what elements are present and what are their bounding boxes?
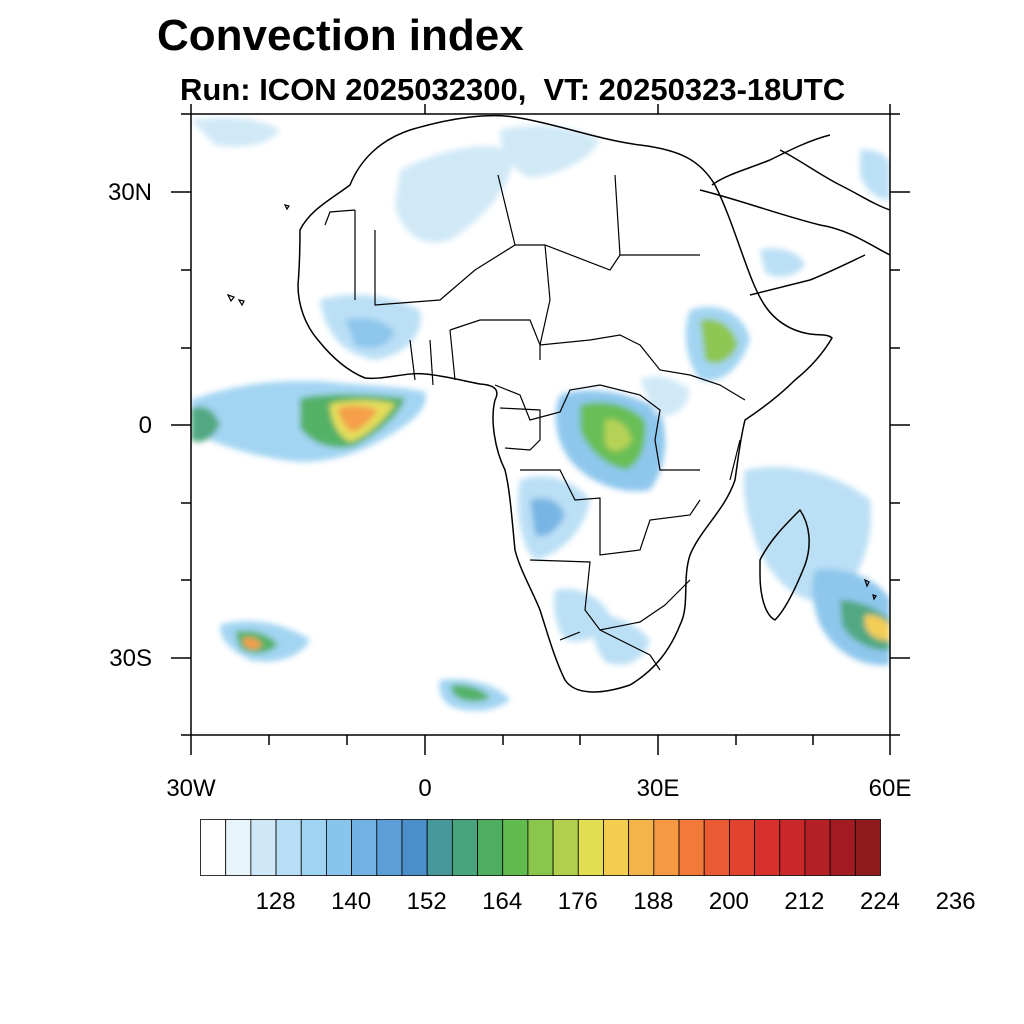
colorbar-swatch [854, 819, 881, 876]
colorbar-swatch [829, 819, 856, 876]
lat-label-30s: 30S [109, 645, 152, 672]
convection-field [191, 117, 890, 711]
colorbar-swatch [477, 819, 504, 876]
coastlines [297, 114, 890, 693]
colorbar-swatch [628, 819, 655, 876]
lat-label-0: 0 [138, 412, 152, 439]
colorbar-tick-label: 176 [557, 888, 598, 915]
colorbar-tick-label: 152 [406, 888, 447, 915]
colorbar-tick-label: 236 [935, 888, 976, 915]
colorbar-tick-label: 224 [859, 888, 901, 915]
colorbar-swatch [426, 819, 453, 876]
colorbar-swatch [225, 819, 252, 876]
colorbar-swatch [326, 819, 353, 876]
colorbar-swatch [451, 819, 478, 876]
islands [226, 204, 877, 601]
map-title: Convection index [157, 11, 524, 60]
lon-label-60e: 60E [868, 775, 912, 802]
colorbar-swatch [401, 819, 428, 876]
colorbar-swatch [779, 819, 806, 876]
colorbar-tick-label: 140 [331, 888, 372, 915]
colorbar-swatch [250, 819, 277, 876]
colorbar-tick-label: 212 [784, 888, 825, 915]
map-ticks [171, 104, 910, 755]
colorbar-swatch [577, 819, 604, 876]
colorbar-tick-label: 128 [255, 888, 296, 915]
colorbar-swatch [754, 819, 781, 876]
colorbar-swatch [653, 819, 680, 876]
colorbar-tick-label: 200 [708, 888, 749, 915]
colorbar-swatch [678, 819, 705, 876]
lat-label-30n: 30N [107, 179, 152, 206]
convection-map [171, 104, 910, 755]
colorbar-swatch [527, 819, 554, 876]
colorbar-swatch [300, 819, 327, 876]
lon-label-30e: 30E [636, 775, 680, 802]
colorbar [200, 819, 881, 876]
colorbar-swatch [804, 819, 831, 876]
colorbar-swatch [376, 819, 403, 876]
colorbar-tick-label: 188 [633, 888, 674, 915]
lon-label-0: 0 [418, 775, 432, 802]
colorbar-swatch [703, 819, 730, 876]
colorbar-tick-label: 164 [482, 888, 523, 915]
map-subtitle: Run: ICON 2025032300, VT: 20250323-18UTC [180, 72, 846, 107]
colorbar-swatch [728, 819, 755, 876]
country-borders [324, 174, 746, 671]
colorbar-swatch [275, 819, 302, 876]
colorbar-swatch [351, 819, 378, 876]
colorbar-swatch [552, 819, 579, 876]
colorbar-swatch [502, 819, 529, 876]
lon-label-30w: 30W [166, 775, 216, 802]
colorbar-swatch [200, 819, 227, 876]
colorbar-swatch [603, 819, 630, 876]
